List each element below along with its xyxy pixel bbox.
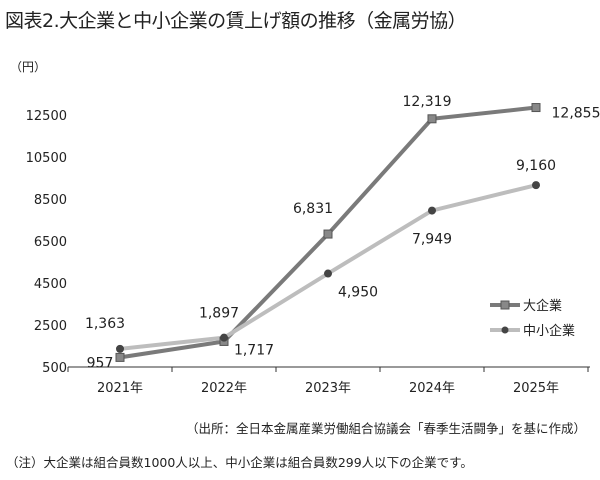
data-point [323,229,333,239]
data-label: 12,855 [552,106,600,122]
x-tick-label: 2021年 [97,381,143,396]
y-tick-label: 10500 [26,151,67,166]
data-label: 1,897 [199,306,239,322]
data-label: 4,950 [338,285,378,301]
data-point [532,181,540,190]
data-point [531,103,541,113]
chart-title: 図表2.大企業と中小企業の賃上げ額の推移（金属労協） [5,10,467,32]
y-tick-label: 6500 [34,235,67,250]
data-label: 9,160 [516,158,556,174]
footnote: （注）大企業は組合員数1000人以上、中小企業は組合員数299人以下の企業です。 [6,455,473,470]
y-tick-label: 2500 [34,319,67,334]
y-tick-label: 500 [42,361,67,376]
data-label: 957 [87,355,114,371]
y-axis-unit: （円） [10,60,47,74]
x-tick-label: 2025年 [513,381,559,396]
y-tick-label: 12500 [26,109,67,124]
legend-marker [501,326,509,334]
data-label: 6,831 [293,201,333,217]
data-label: 7,949 [412,232,452,248]
data-label: 1,363 [85,316,125,332]
data-point [427,114,437,124]
legend-marker [500,300,510,310]
data-label: 1,717 [234,342,274,358]
x-tick-label: 2023年 [305,381,351,396]
source-note: （出所：全日本金属産業労働組合協議会「春季生活闘争」を基に作成） [185,421,586,436]
data-label: 12,319 [403,94,452,110]
y-tick-label: 4500 [34,277,67,292]
data-point [115,352,125,362]
legend-label: 中小企業 [523,323,575,339]
data-point [116,344,124,353]
legend-label: 大企業 [523,298,562,314]
data-point [324,269,332,278]
data-point [220,333,228,342]
line-chart: 500 2500 4500 6500 8500 10500 12500 2021年 2022年 2… [26,94,600,396]
x-tick-label: 2024年 [409,381,455,396]
x-tick-label: 2022年 [201,381,247,396]
y-tick-label: 8500 [34,193,67,208]
data-point [428,206,436,215]
